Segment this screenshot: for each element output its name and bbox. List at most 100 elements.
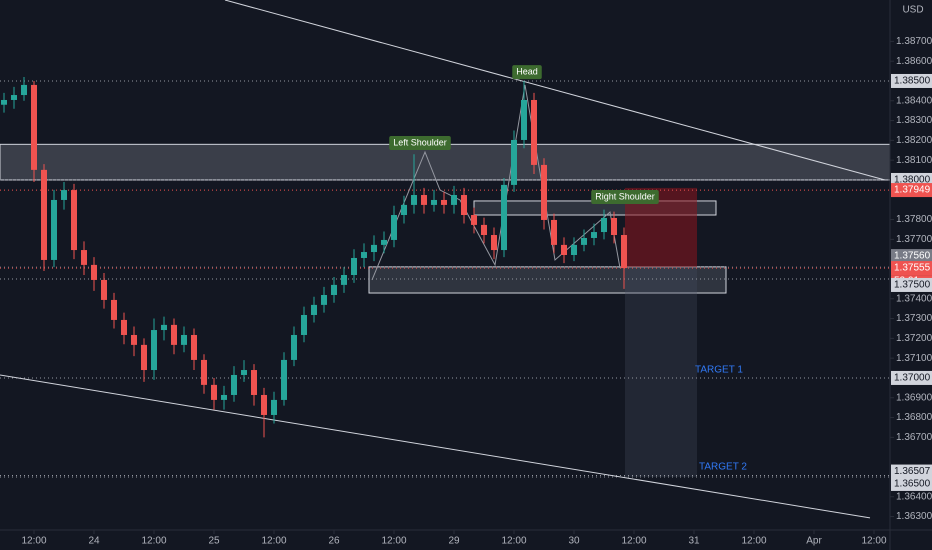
candle-body xyxy=(131,334,137,345)
candle-body xyxy=(491,235,497,251)
y-tick-label: 1.38100 xyxy=(896,155,932,166)
candle-body xyxy=(61,190,67,200)
candle-body xyxy=(181,334,187,345)
x-tick-label: 31 xyxy=(688,536,700,547)
y-tick-label: 1.37800 xyxy=(896,214,932,225)
candle-body xyxy=(81,250,87,265)
candle-body xyxy=(101,279,107,300)
candle-body xyxy=(311,304,317,315)
x-tick-label: 30 xyxy=(568,536,580,547)
candle-body xyxy=(351,257,357,275)
candle-body xyxy=(571,244,577,256)
x-tick-label: 26 xyxy=(328,536,340,547)
candle-body xyxy=(191,334,197,360)
candle-body xyxy=(411,195,417,205)
x-tick-label: Apr xyxy=(806,536,822,547)
y-tick-label: 1.37200 xyxy=(896,333,932,344)
x-tick-label: 12:00 xyxy=(381,536,406,547)
candle-body xyxy=(601,217,607,233)
x-tick-label: 25 xyxy=(208,536,220,547)
candle-body xyxy=(511,139,517,185)
price-label-bg xyxy=(891,73,932,88)
candle-body xyxy=(221,394,227,400)
y-tick-label: 1.36800 xyxy=(896,412,932,423)
price-label-bg xyxy=(891,464,932,479)
price-label-bg xyxy=(891,277,932,292)
price-label: 1.37500 xyxy=(894,280,931,291)
candle-body xyxy=(171,324,177,345)
pattern-label-text: Right Shoulder xyxy=(595,191,655,201)
zone xyxy=(0,143,890,181)
y-tick-label: 1.36900 xyxy=(896,392,932,403)
candle-body xyxy=(241,370,247,375)
candle-body xyxy=(611,217,617,236)
price-label-bg xyxy=(891,476,932,491)
candle-body xyxy=(111,299,117,320)
plot-area: Head Left Shoulder Right Shoulder TARGET 1 T… xyxy=(0,0,890,519)
candle-body xyxy=(461,195,467,216)
price-label-bg xyxy=(891,249,932,264)
candle-body xyxy=(501,184,507,251)
candle-body xyxy=(281,359,287,400)
candle-body xyxy=(91,264,97,280)
price-label: 1.37555 xyxy=(894,263,931,274)
candle-body xyxy=(141,344,147,371)
candle-body xyxy=(31,84,37,170)
candle-body xyxy=(531,99,537,165)
candle-body xyxy=(151,330,157,371)
pattern-label-bg xyxy=(389,135,451,150)
candle-body xyxy=(451,195,457,205)
candle-body xyxy=(361,252,367,258)
candle-body xyxy=(321,294,327,305)
price-label: 1.37560 xyxy=(894,251,931,262)
candle-body xyxy=(0,99,7,105)
x-tick-label: 12:00 xyxy=(741,536,766,547)
price-label: 1.38000 xyxy=(894,175,931,186)
price-label: 1.38500 xyxy=(894,76,931,87)
candle-body xyxy=(521,99,527,140)
axes: 1.36300 1.36400 1.36700 1.36800 1.36900 1.371… xyxy=(21,36,932,547)
target-label: TARGET 2 xyxy=(699,461,747,472)
pattern-label-bg xyxy=(512,65,542,80)
y-tick-label: 1.38700 xyxy=(896,36,932,47)
currency: USD xyxy=(902,5,923,16)
price-label: 1.36507 xyxy=(894,466,931,477)
candle-body xyxy=(621,235,627,269)
candle-body xyxy=(551,219,557,245)
y-tick-label: 1.36300 xyxy=(896,511,932,522)
x-tick-label: 12:00 xyxy=(141,536,166,547)
candle-body xyxy=(161,324,167,331)
candle-body xyxy=(271,399,277,415)
y-tick-label: 1.37400 xyxy=(896,293,932,304)
zone xyxy=(625,267,697,477)
candle-body xyxy=(261,394,267,415)
trend-line xyxy=(224,0,886,181)
candle-body xyxy=(71,190,77,251)
candle-body xyxy=(51,199,57,260)
x-tick-label: 29 xyxy=(448,536,460,547)
x-tick-label: 12:00 xyxy=(261,536,286,547)
candle-body xyxy=(201,359,207,385)
x-tick-label: 12:00 xyxy=(861,536,886,547)
y-tick-label: 1.38400 xyxy=(896,95,932,106)
candle-body xyxy=(251,370,257,395)
candle-body xyxy=(11,95,17,100)
candle-body xyxy=(591,232,597,238)
y-tick-label: 1.36700 xyxy=(896,432,932,443)
candle-body xyxy=(561,244,567,256)
y-tick-label: 1.37300 xyxy=(896,313,932,324)
pattern-label: Right Shoulder xyxy=(591,189,659,204)
candle-body xyxy=(371,244,377,253)
trend-line xyxy=(0,374,871,519)
candle-body xyxy=(401,204,407,216)
pattern-label: Head xyxy=(512,65,542,80)
candle-body xyxy=(441,199,447,205)
price-label: 1.37949 xyxy=(894,185,931,196)
candle-body xyxy=(421,195,427,205)
candle-body xyxy=(301,314,307,335)
candle-body xyxy=(471,215,477,225)
candle-body xyxy=(331,284,337,295)
